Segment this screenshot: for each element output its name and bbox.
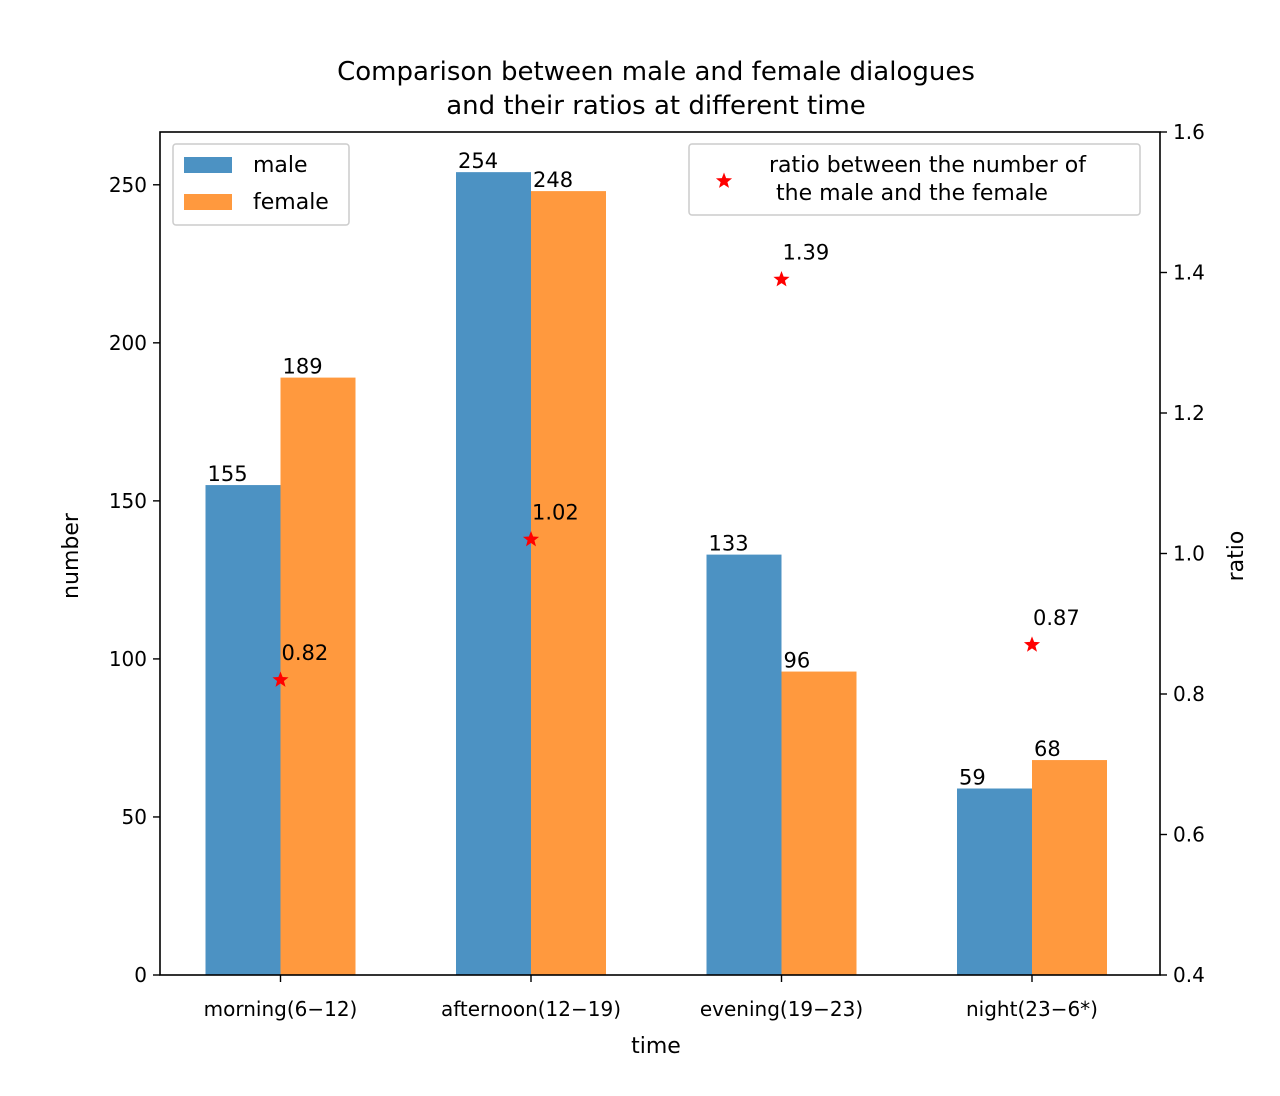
y-right-axis-label: ratio xyxy=(1224,531,1249,582)
bar-female xyxy=(280,377,356,976)
x-tick-label: morning(6−12) xyxy=(204,997,358,1021)
legend-label-male: male xyxy=(253,153,308,178)
legend-swatch-ratio xyxy=(715,172,733,188)
legend-label-female: female xyxy=(253,190,329,215)
legend-swatch-female xyxy=(184,194,232,210)
x-axis-label: time xyxy=(631,1034,681,1059)
y-right-tick-label: 1.0 xyxy=(1173,542,1205,566)
legend-label-ratio: ratio between the number of xyxy=(769,153,1087,178)
y-tick-label: 50 xyxy=(122,805,147,829)
legend-bars: male female xyxy=(172,143,350,226)
bar-value-label: 133 xyxy=(709,532,749,556)
bar-value-label: 96 xyxy=(784,649,811,673)
bar-female xyxy=(1032,760,1107,975)
bar-labels: 155 254 133 59 189 248 96 68 xyxy=(208,149,1061,789)
bar-value-label: 254 xyxy=(458,149,498,173)
ratio-value-label: 0.87 xyxy=(1033,606,1080,630)
x-tick-label: afternoon(12−19) xyxy=(441,997,621,1021)
y-tick-label: 250 xyxy=(109,173,147,197)
bar-value-label: 155 xyxy=(208,462,248,486)
bars xyxy=(205,172,1107,976)
bar-male xyxy=(706,554,782,975)
y-right-tick-label: 0.8 xyxy=(1173,682,1205,706)
ratio-value-label: 0.82 xyxy=(282,641,329,665)
bar-male xyxy=(205,485,281,975)
chart-title: Comparison between male and female dialo… xyxy=(337,57,975,121)
legend-label-ratio: the male and the female xyxy=(769,181,1048,206)
bar-male xyxy=(456,172,531,976)
y-right-tick-label: 1.6 xyxy=(1173,120,1205,144)
bar-female xyxy=(531,191,606,976)
y-tick-label: 150 xyxy=(109,489,147,513)
y-tick-label: 100 xyxy=(109,647,147,671)
bar-male xyxy=(957,788,1032,975)
y-axis-label: number xyxy=(59,512,84,599)
bar-female xyxy=(781,671,857,975)
bar-value-label: 248 xyxy=(533,168,573,192)
ratio-marker xyxy=(1023,636,1041,652)
y-right-tick-label: 1.4 xyxy=(1173,261,1205,285)
chart-title-line: and their ratios at different time xyxy=(446,91,866,121)
ratio-value-label: 1.02 xyxy=(532,500,579,524)
y-right-tick-label: 0.4 xyxy=(1173,963,1205,987)
ratio-marker xyxy=(773,271,790,287)
ratio-markers: 0.82 1.02 1.39 0.87 xyxy=(272,241,1080,687)
ratio-marker xyxy=(272,671,289,687)
ratio-marker xyxy=(522,530,540,547)
legend-swatch-male xyxy=(184,157,232,173)
y-right-tick-label: 0.6 xyxy=(1173,823,1205,847)
axes: 0 50 100 150 200 250 0.4 0.6 0.8 1.0 1.2 1.4 1.6 morn… xyxy=(59,120,1249,1059)
legend-box xyxy=(688,143,1141,216)
bar-value-label: 189 xyxy=(283,355,323,379)
x-tick-label: night(23−6*) xyxy=(966,997,1098,1021)
chart-title-line: Comparison between male and female dialo… xyxy=(337,57,975,87)
y-tick-label: 200 xyxy=(109,331,147,355)
ratio-value-label: 1.39 xyxy=(783,241,830,265)
legend-ratio: ratio between the number of the male and… xyxy=(688,143,1141,216)
x-tick-label: evening(19−23) xyxy=(700,997,863,1021)
bar-value-label: 59 xyxy=(959,766,986,790)
y-right-tick-label: 1.2 xyxy=(1173,401,1205,425)
bar-value-label: 68 xyxy=(1034,737,1061,761)
y-tick-label: 0 xyxy=(134,963,147,987)
